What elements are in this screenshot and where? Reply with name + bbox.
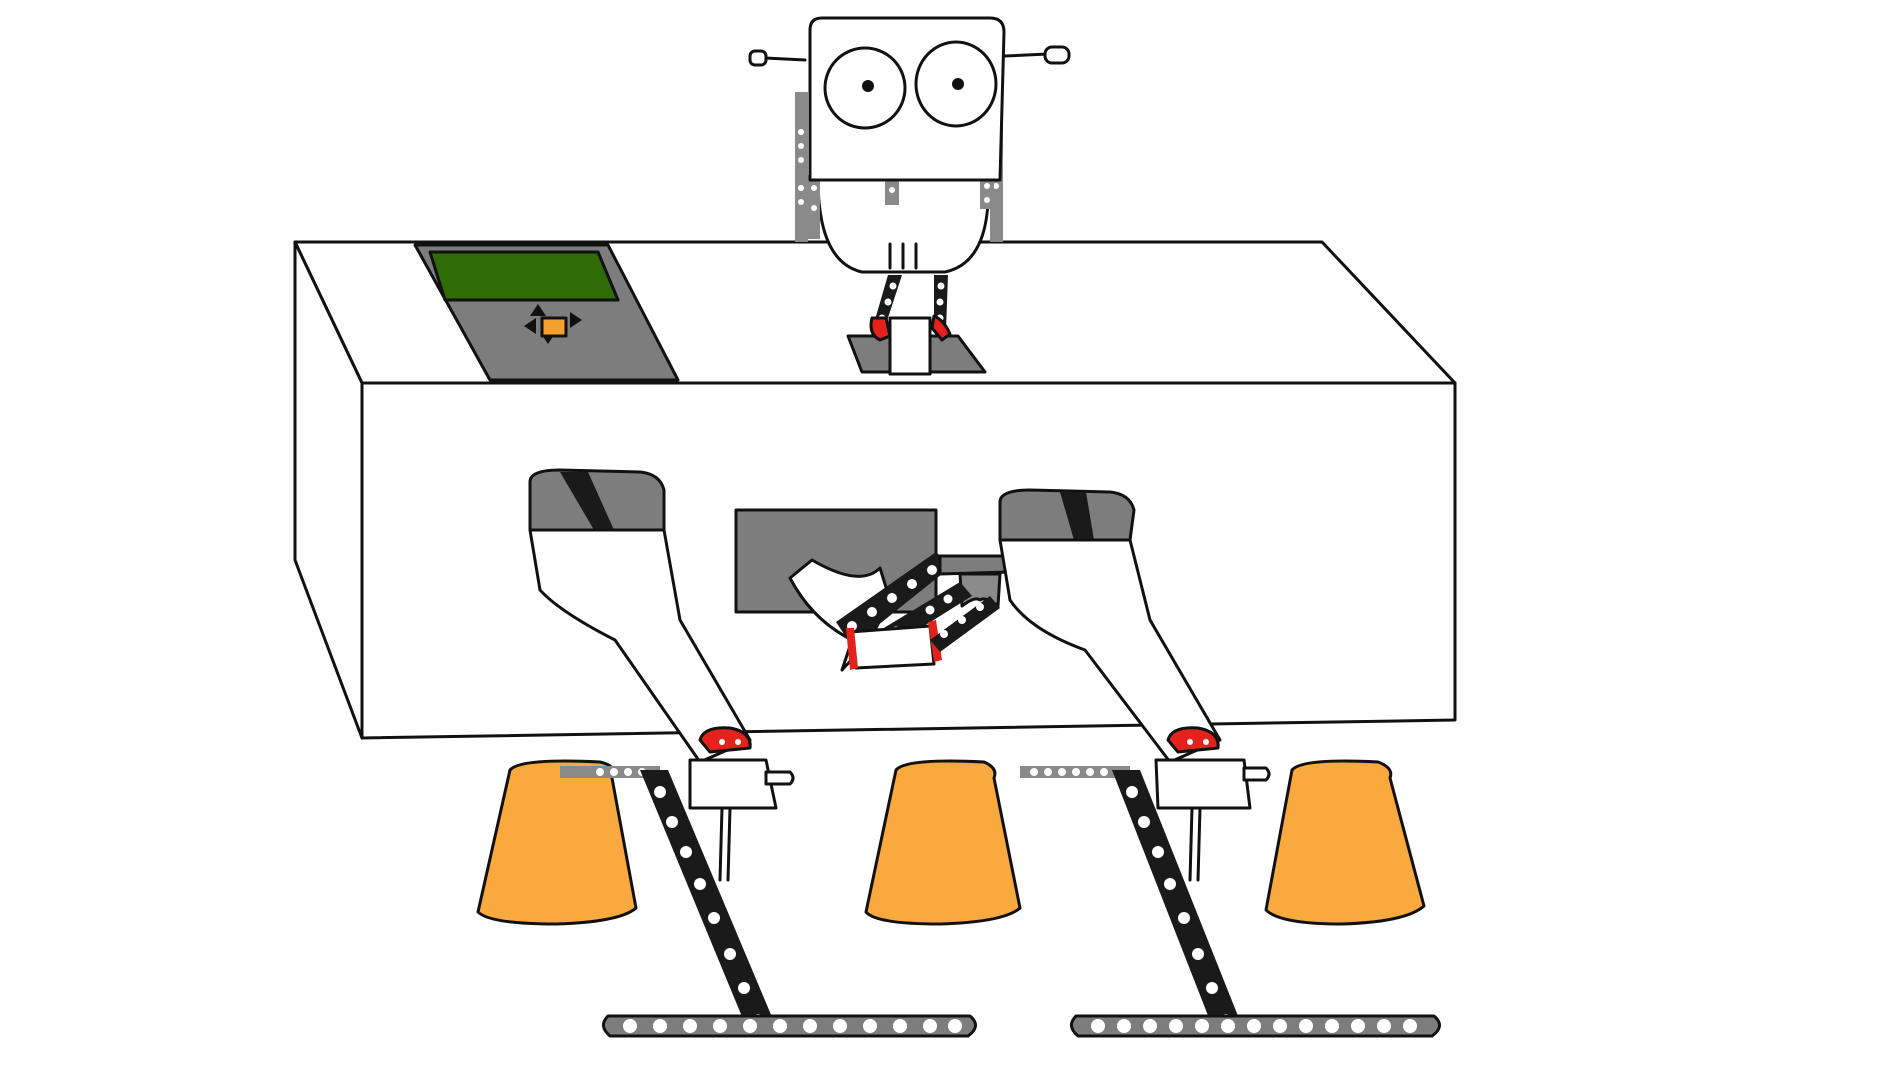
antenna-left [763,56,807,62]
jaw-chain-mid [885,175,899,205]
left-knee-tab [764,770,795,786]
jaw-chain-right [980,175,994,209]
right-red-light [1166,726,1220,754]
pot-center [864,759,1022,926]
robot-jaw [816,176,990,274]
right-top-chain [1020,766,1130,778]
pot-right [1264,759,1426,926]
center-bar [938,554,1014,576]
neck-block [888,316,932,376]
up-arrow-icon[interactable] [530,304,546,316]
right-upper-leg [998,538,1222,764]
right-pupil [952,78,964,90]
neck-red-clip-left [869,316,892,342]
center-red-left [846,628,858,670]
center-mechanism [734,508,1014,672]
left-hip-stripe [560,472,614,530]
left-foot [602,1014,977,1038]
right-knee-block [1154,758,1252,810]
right-foot [1070,1014,1441,1038]
neck-red-clip-right [930,314,952,342]
left-knee-block [688,758,778,810]
left-pupil [862,80,874,92]
right-leg [998,488,1441,1038]
left-red-light [698,726,752,754]
left-arrow-icon[interactable] [524,318,536,334]
center-button[interactable] [540,316,568,338]
right-arrow-icon[interactable] [570,312,582,328]
left-diag-chain [640,770,780,1036]
pot-left [476,759,638,926]
right-diag-chain [1112,770,1246,1036]
left-leg [528,468,977,1038]
right-shin-rod [1188,806,1194,882]
panel-screen [428,250,620,302]
antenna-right-tip [1043,45,1071,65]
control-panel [413,243,680,382]
left-shin-rod [718,806,724,882]
right-knee-tab [1242,766,1271,782]
center-box [848,624,936,670]
jaw-chain-left [808,175,820,239]
antenna-left-tip [748,49,768,67]
right-hip-stripe [1060,492,1094,540]
head-rail-left [795,92,808,242]
top-robot [748,16,1071,376]
antenna-right [1003,52,1050,58]
